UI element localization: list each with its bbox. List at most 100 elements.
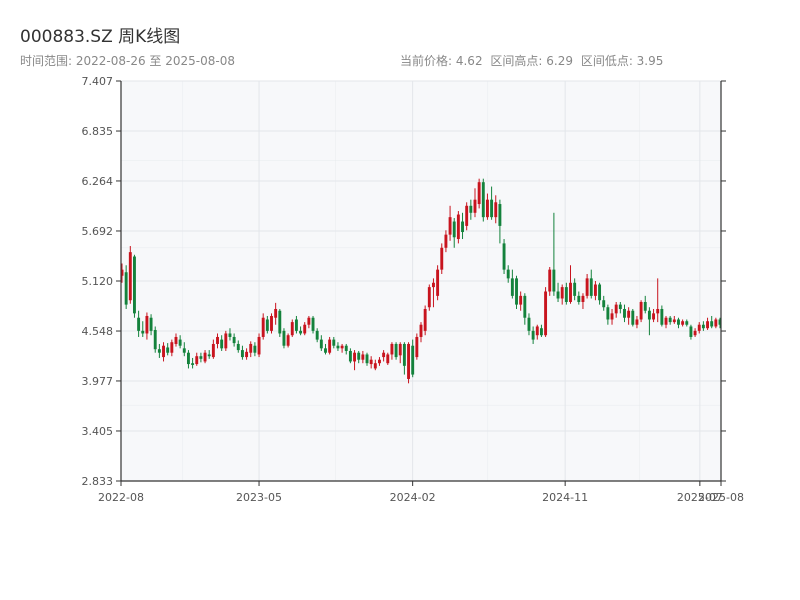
candle-body [714,319,718,327]
candle [539,324,543,337]
date-range-text: 时间范围: 2022-08-26 至 2025-08-08 [20,54,235,68]
candle-body [598,284,602,301]
candle-body [490,199,494,218]
candle-body [469,205,473,213]
candle [465,202,469,231]
candle [498,199,502,244]
candle [203,350,207,364]
candle [344,343,348,355]
candle-body [245,351,249,358]
candle-body [390,343,394,355]
candle-body [236,343,240,351]
candle [245,348,249,360]
candle [162,342,165,362]
candle [598,282,602,305]
candle [519,291,523,311]
candle [240,345,244,360]
candle-body [191,363,195,365]
candle-body [701,324,705,329]
candle [485,193,489,220]
candle [577,291,581,305]
candle-body [336,345,340,349]
candle [527,313,531,336]
y-tick-label: 6.264 [82,175,114,188]
candle [548,267,552,296]
candle [668,315,672,325]
candle-body [124,272,128,305]
candle [552,212,556,296]
candle-body [548,269,552,292]
candle-body [411,345,415,375]
candle [386,352,390,365]
candle [631,308,635,327]
candle-body [697,324,701,331]
candle [253,342,257,357]
candle-body [328,339,332,353]
candle-body [652,313,656,320]
candle [195,352,199,366]
candle-body [133,256,136,314]
candle [697,322,701,334]
x-tick-label: 2025-08 [698,491,744,504]
candle [124,265,128,309]
candle [660,305,664,327]
candle-body [195,356,199,365]
candle [340,343,344,353]
candle [427,284,431,311]
candle [299,326,303,336]
candle [402,342,406,375]
candle-body [527,317,531,331]
candle-body [544,291,548,336]
candle-body [589,278,593,296]
candle-body [631,310,635,325]
candle [510,269,514,299]
candle [461,212,464,240]
candle [153,326,157,353]
candle-body [286,335,290,346]
candle [199,352,203,363]
candle-body [402,343,406,366]
candle-body [211,343,215,358]
candle [174,333,178,347]
candle [394,342,398,360]
candle-body [162,345,165,358]
candle-body [249,343,253,353]
candle [407,342,410,384]
candle [456,211,460,244]
candle [290,319,294,337]
candle-body [240,350,244,358]
candle [481,178,485,222]
candle-body [494,202,498,218]
candle [531,326,535,344]
candle-body [315,330,319,340]
candle [423,305,427,336]
candle-body [407,343,410,379]
candle-body [519,295,523,305]
candle-body [564,287,568,302]
candle-body [203,352,207,362]
candle-body [448,217,452,235]
x-tick-label: 2024-02 [390,491,436,504]
candle-body [535,326,539,336]
candle-body [485,199,489,218]
candle [282,328,286,349]
candle [232,333,236,347]
candle-body [166,347,170,353]
candle-body [274,308,278,318]
y-tick-label: 5.692 [82,225,114,238]
candle-body [481,182,485,218]
candle [157,343,161,358]
candle-body [311,317,315,331]
candle [353,350,357,371]
candle [490,186,494,220]
candle-body [573,282,577,296]
candle [149,314,153,336]
candle-body [552,269,556,292]
x-tick-label: 2025-07 [677,491,723,504]
candle-body [660,308,664,325]
candle [452,218,456,248]
candle-body [427,287,431,308]
candle [224,330,228,351]
candle-body [361,354,365,360]
